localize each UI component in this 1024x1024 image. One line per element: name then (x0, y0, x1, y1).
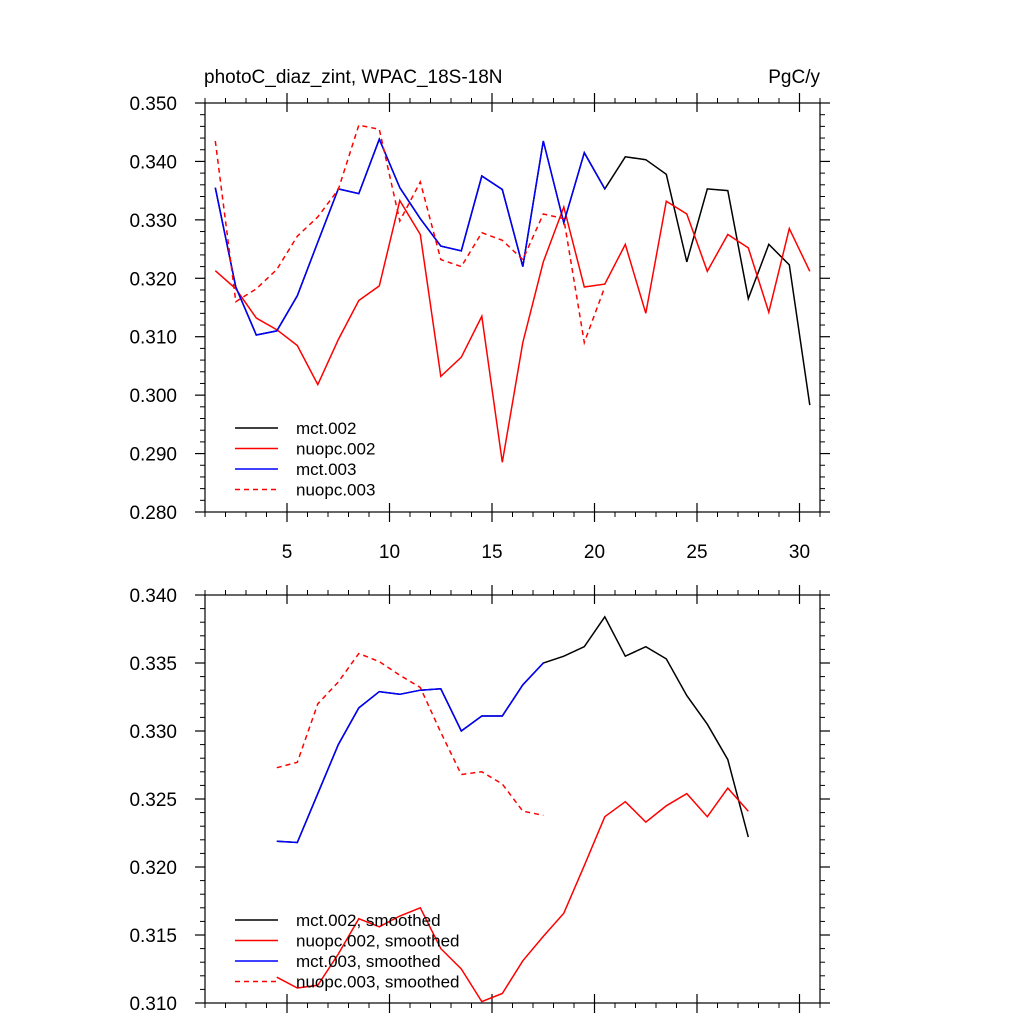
y-tick-label: 0.300 (129, 386, 177, 407)
top-panel: photoC_diaz_zint, WPAC_18S-18N PgC/y 5 10… (129, 67, 830, 563)
y-tick-label: 0.290 (129, 445, 177, 466)
y-tick-label: 0.330 (129, 722, 177, 743)
y-tick-label: 0.310 (129, 994, 177, 1015)
legend-label: nuopc.003 (296, 481, 375, 500)
x-tick-label: 25 (686, 542, 707, 563)
x-tick-label: 5 (282, 542, 293, 563)
y-tick-label: 0.340 (129, 586, 177, 607)
series-line-nuopc-003 (214, 124, 606, 346)
x-tick-label: 20 (584, 542, 605, 563)
series-line-mct-003 (214, 137, 606, 336)
series-line-mct-003-smoothed (276, 662, 544, 844)
legend-label: nuopc.002 (296, 440, 375, 459)
x-tick-label: 10 (379, 542, 400, 563)
series-line-nuopc-003-smoothed (276, 652, 544, 817)
y-tick-label: 0.315 (129, 926, 177, 947)
legend-label: mct.003, smoothed (296, 952, 441, 971)
y-tick-label: 0.335 (129, 654, 177, 675)
x-tick-label: 30 (789, 542, 810, 563)
bottom-panel: 0.310 0.315 0.320 0.325 0.330 0.335 0.340 mct.0… (129, 585, 830, 1015)
y-tick-label: 0.350 (129, 94, 177, 115)
y-tick-label: 0.310 (129, 328, 177, 349)
legend: mct.002, smoothed nuopc.002, smoothedmct.… (235, 911, 460, 992)
y-tick-label: 0.330 (129, 211, 177, 232)
y-tick-label: 0.280 (129, 503, 177, 524)
y-tick-label: 0.325 (129, 790, 177, 811)
legend-label: mct.003 (296, 460, 356, 479)
legend-label: nuopc.002, smoothed (296, 932, 460, 951)
top-panel-units: PgC/y (768, 67, 820, 88)
series-line-nuopc-002-smoothed (276, 786, 749, 1003)
legend-label: mct.002 (296, 419, 356, 438)
series-line-nuopc-002 (214, 198, 811, 463)
top-panel-title: photoC_diaz_zint, WPAC_18S-18N (204, 67, 503, 88)
legend-label: mct.002, smoothed (296, 911, 441, 930)
y-tick-label: 0.320 (129, 858, 177, 879)
y-tick-label: 0.340 (129, 152, 177, 173)
x-tick-label: 15 (481, 542, 502, 563)
y-tick-label: 0.320 (129, 269, 177, 290)
legend-label: nuopc.003, smoothed (296, 973, 460, 992)
